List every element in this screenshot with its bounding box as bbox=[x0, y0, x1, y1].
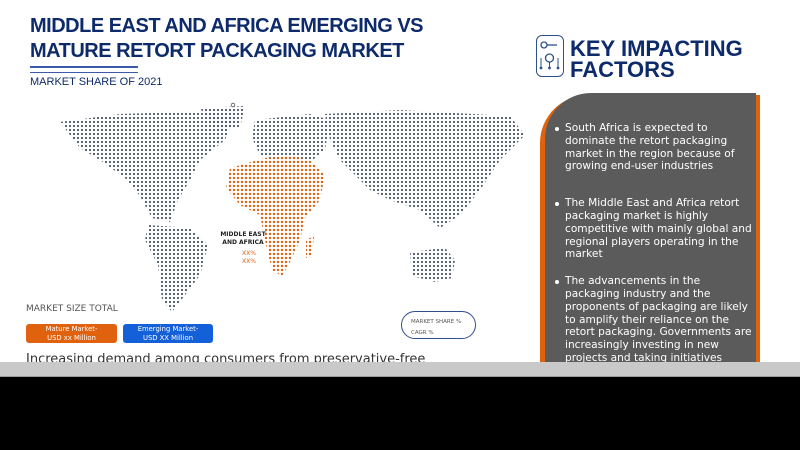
factors-panel bbox=[545, 93, 756, 362]
region-cagr-value: XX% bbox=[242, 258, 256, 265]
page-title: MIDDLE EAST AND AFRICA EMERGING VS MATUR… bbox=[30, 15, 424, 62]
market-size-label: MARKET SIZE TOTAL bbox=[26, 304, 118, 314]
title-divider bbox=[30, 66, 138, 73]
greenland bbox=[200, 106, 245, 130]
mature-market-text: Mature Market- USD xx Million bbox=[45, 325, 98, 342]
region-values: XX% XX% bbox=[242, 250, 256, 266]
location-pin-icon bbox=[230, 102, 236, 108]
emerging-market-badge: Emerging Market- USD XX Million bbox=[123, 324, 213, 343]
north-america bbox=[60, 112, 235, 222]
factor-item: South Africa is expected to dominate the… bbox=[555, 122, 755, 173]
world-dot-map bbox=[60, 102, 525, 312]
europe bbox=[252, 114, 330, 162]
region-share-value: XX% bbox=[242, 250, 256, 257]
region-label: MIDDLE EAST AND AFRICA bbox=[220, 231, 266, 246]
slide: MIDDLE EAST AND AFRICA EMERGING VS MATUR… bbox=[0, 0, 800, 362]
mature-market-badge: Mature Market- USD xx Million bbox=[26, 324, 117, 343]
page-subtitle: MARKET SHARE OF 2021 bbox=[30, 76, 163, 88]
emerging-market-text: Emerging Market- USD XX Million bbox=[137, 325, 199, 342]
asia bbox=[325, 110, 525, 228]
legend-cagr: CAGR % bbox=[411, 330, 434, 336]
factor-item: The advancements in the packaging indust… bbox=[555, 275, 755, 362]
australia bbox=[410, 248, 455, 282]
factors-list: South Africa is expected to dominate the… bbox=[555, 122, 755, 362]
map-legend: MARKET SHARE % CAGR % bbox=[401, 311, 476, 339]
madagascar bbox=[306, 236, 314, 258]
factors-title: KEY IMPACTING FACTORS bbox=[570, 36, 743, 82]
body-text: Increasing demand among consumers from p… bbox=[26, 352, 426, 362]
factor-item: The Middle East and Africa retort packag… bbox=[555, 197, 755, 261]
key-gear-icon bbox=[536, 35, 564, 77]
legend-share: MARKET SHARE % bbox=[411, 319, 462, 325]
africa-middle-east bbox=[226, 156, 325, 276]
horizontal-scrollbar[interactable] bbox=[0, 362, 800, 377]
south-america bbox=[145, 225, 208, 312]
